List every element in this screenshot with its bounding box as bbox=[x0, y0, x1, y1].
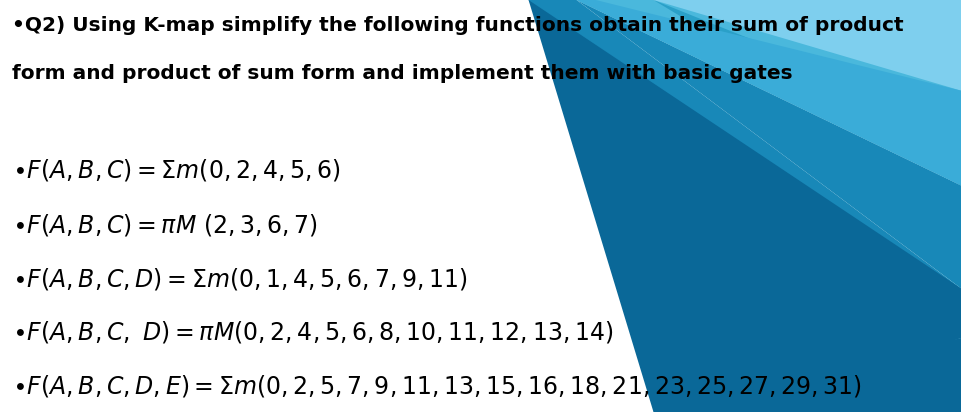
Polygon shape bbox=[577, 0, 961, 288]
Polygon shape bbox=[596, 0, 961, 91]
Polygon shape bbox=[577, 0, 961, 185]
Polygon shape bbox=[653, 0, 961, 124]
Text: $\bullet\mathit{F(A,B,C){=}\Sigma m(0,2,4,5,6)}$: $\bullet\mathit{F(A,B,C){=}\Sigma m(0,2,… bbox=[12, 157, 340, 183]
Text: $\bullet\mathit{F(A,B,C,\ D){=}\pi M(0,2,4,5,6,8,10,11,12,13,14)}$: $\bullet\mathit{F(A,B,C,\ D){=}\pi M(0,2… bbox=[12, 319, 613, 345]
Text: form and product of sum form and implement them with basic gates: form and product of sum form and impleme… bbox=[12, 64, 792, 83]
Text: $\bullet\mathit{F(A,B,C){=}\pi M\ (2,3,6,7)}$: $\bullet\mathit{F(A,B,C){=}\pi M\ (2,3,6… bbox=[12, 212, 317, 238]
Polygon shape bbox=[529, 0, 961, 412]
Text: $\bullet\mathit{F(A,B,C,D,E){=}\Sigma m(0,2,5,7,9,11,13,15,16,18,21,23,25,27,29,: $\bullet\mathit{F(A,B,C,D,E){=}\Sigma m(… bbox=[12, 373, 861, 399]
Polygon shape bbox=[529, 0, 961, 412]
Polygon shape bbox=[577, 0, 961, 185]
Polygon shape bbox=[653, 338, 961, 412]
Polygon shape bbox=[750, 338, 961, 412]
Polygon shape bbox=[653, 0, 961, 185]
Polygon shape bbox=[692, 288, 961, 412]
Text: $\bullet\mathit{F(A,B,C,D){=}\Sigma m(0,1,4,5,6,7,9,11)}$: $\bullet\mathit{F(A,B,C,D){=}\Sigma m(0,… bbox=[12, 266, 467, 292]
Text: •Q2) Using K-map simplify the following functions obtain their sum of product: •Q2) Using K-map simplify the following … bbox=[12, 16, 903, 35]
